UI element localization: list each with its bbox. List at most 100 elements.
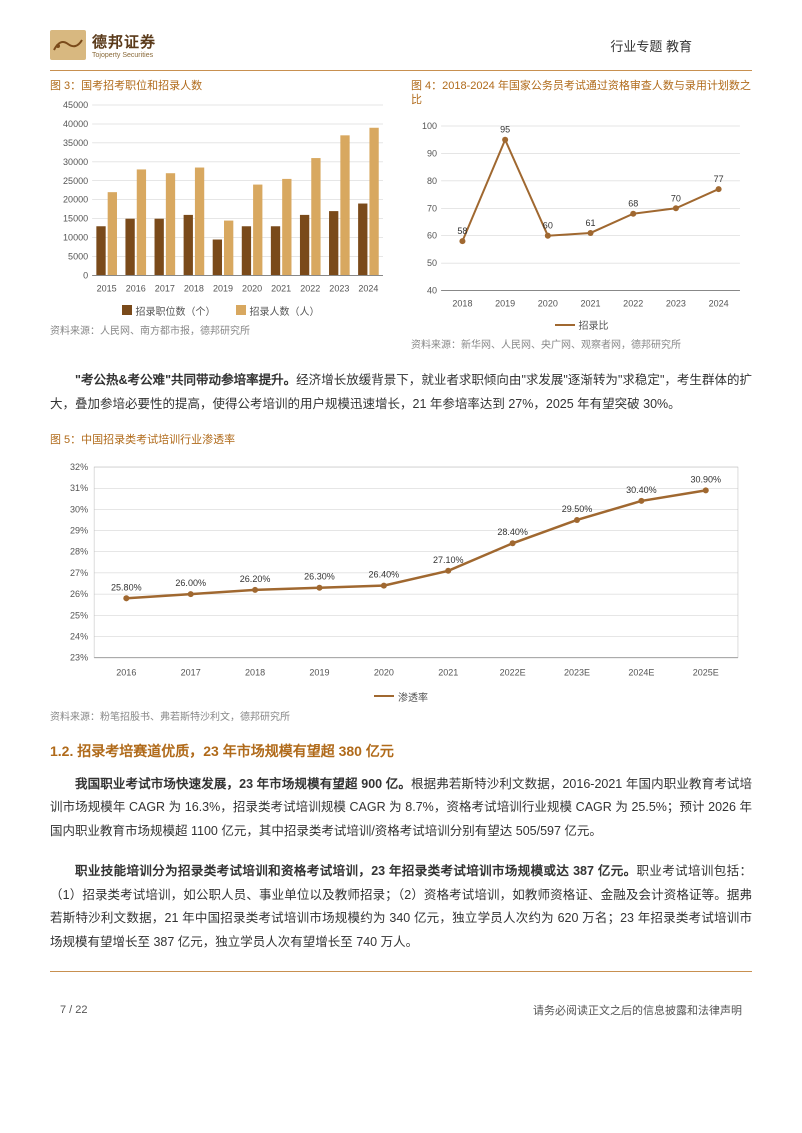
footer-divider bbox=[50, 971, 752, 972]
paragraph-2: 我国职业考试市场快速发展，23 年市场规模有望超 900 亿。根据弗若斯特沙利文… bbox=[50, 773, 752, 844]
svg-text:10000: 10000 bbox=[63, 233, 88, 243]
svg-text:2019: 2019 bbox=[213, 284, 233, 294]
svg-text:2017: 2017 bbox=[181, 668, 201, 678]
svg-text:0: 0 bbox=[83, 271, 88, 281]
fig5-title: 图 5：中国招录类考试培训行业渗透率 bbox=[50, 433, 752, 447]
svg-text:31%: 31% bbox=[70, 483, 88, 493]
svg-text:2018: 2018 bbox=[245, 668, 265, 678]
fig5-legend-label: 渗透率 bbox=[398, 689, 428, 704]
footer-disclaimer: 请务必阅读正文之后的信息披露和法律声明 bbox=[533, 1002, 742, 1018]
page-footer: 7 / 22 请务必阅读正文之后的信息披露和法律声明 bbox=[50, 1002, 752, 1018]
svg-text:70: 70 bbox=[427, 203, 437, 213]
svg-text:15000: 15000 bbox=[63, 214, 88, 224]
svg-text:5000: 5000 bbox=[68, 252, 88, 262]
svg-text:29.50%: 29.50% bbox=[562, 504, 593, 514]
svg-text:2016: 2016 bbox=[126, 284, 146, 294]
svg-text:60: 60 bbox=[427, 230, 437, 240]
paragraph-1: "考公热&考公难"共同带动参培率提升。经济增长放缓背景下，就业者求职倾向由"求发… bbox=[50, 369, 752, 417]
svg-text:28%: 28% bbox=[70, 547, 88, 557]
logo-text-en: Tojoperty Securities bbox=[92, 52, 156, 59]
logo-block: 德邦证券 Tojoperty Securities bbox=[50, 30, 156, 60]
svg-text:40000: 40000 bbox=[63, 119, 88, 129]
svg-text:61: 61 bbox=[586, 218, 596, 228]
svg-text:24%: 24% bbox=[70, 631, 88, 641]
svg-text:26.00%: 26.00% bbox=[175, 578, 206, 588]
fig3-title: 图 3：国考招考职位和招录人数 bbox=[50, 79, 391, 93]
svg-text:2020: 2020 bbox=[374, 668, 394, 678]
svg-text:2024: 2024 bbox=[358, 284, 378, 294]
svg-text:25000: 25000 bbox=[63, 176, 88, 186]
svg-text:60: 60 bbox=[543, 220, 553, 230]
svg-text:26%: 26% bbox=[70, 589, 88, 599]
svg-text:25%: 25% bbox=[70, 610, 88, 620]
svg-text:2025E: 2025E bbox=[693, 668, 719, 678]
svg-text:32%: 32% bbox=[70, 462, 88, 472]
svg-text:2024E: 2024E bbox=[628, 668, 654, 678]
svg-text:2021: 2021 bbox=[438, 668, 458, 678]
fig3-source: 资料来源：人民网、南方都市报，德邦研究所 bbox=[50, 322, 391, 337]
svg-text:50: 50 bbox=[427, 258, 437, 268]
section-heading: 1.2. 招录考培赛道优质，23 年市场规模有望超 380 亿元 bbox=[50, 741, 752, 761]
svg-text:68: 68 bbox=[628, 198, 638, 208]
svg-text:2023E: 2023E bbox=[564, 668, 590, 678]
svg-text:29%: 29% bbox=[70, 526, 88, 536]
svg-text:2016: 2016 bbox=[116, 668, 136, 678]
fig5-chart: 23% 24% 25% 26% 27% 28% 29% 30% 31% 32% 2016 2017 20… bbox=[50, 451, 752, 685]
svg-text:27%: 27% bbox=[70, 568, 88, 578]
fig4-source: 资料来源：新华网、人民网、央广网、观察者网，德邦研究所 bbox=[411, 336, 752, 351]
svg-text:95: 95 bbox=[500, 124, 510, 134]
svg-text:2018: 2018 bbox=[452, 298, 472, 308]
svg-text:2022: 2022 bbox=[300, 284, 320, 294]
fig5-source: 资料来源：粉笔招股书、弗若斯特沙利文，德邦研究所 bbox=[50, 708, 752, 723]
page-header: 德邦证券 Tojoperty Securities 行业专题 教育 bbox=[50, 30, 752, 60]
svg-text:28.40%: 28.40% bbox=[497, 527, 528, 537]
svg-text:26.30%: 26.30% bbox=[304, 572, 335, 582]
para3-bold: 职业技能培训分为招录类考试培训和资格考试培训，23 年招录类考试培训市场规模或达… bbox=[75, 864, 636, 878]
svg-text:2020: 2020 bbox=[242, 284, 262, 294]
svg-text:2015: 2015 bbox=[97, 284, 117, 294]
svg-text:40: 40 bbox=[427, 285, 437, 295]
svg-text:2019: 2019 bbox=[309, 668, 329, 678]
svg-text:23%: 23% bbox=[70, 653, 88, 663]
svg-text:2022E: 2022E bbox=[500, 668, 526, 678]
paragraph-3: 职业技能培训分为招录类考试培训和资格考试培训，23 年招录类考试培训市场规模或达… bbox=[50, 860, 752, 955]
svg-text:2023: 2023 bbox=[666, 298, 686, 308]
svg-text:70: 70 bbox=[671, 193, 681, 203]
svg-text:27.10%: 27.10% bbox=[433, 555, 464, 565]
logo-icon bbox=[50, 30, 86, 60]
svg-text:30%: 30% bbox=[70, 504, 88, 514]
svg-text:2024: 2024 bbox=[709, 298, 729, 308]
svg-text:30.90%: 30.90% bbox=[690, 474, 721, 484]
svg-text:26.40%: 26.40% bbox=[369, 570, 400, 580]
svg-text:2019: 2019 bbox=[495, 298, 515, 308]
svg-text:20000: 20000 bbox=[63, 195, 88, 205]
fig4-title: 图 4：2018-2024 年国家公务员考试通过资格审查人数与录用计划数之比 bbox=[411, 79, 752, 108]
svg-text:35000: 35000 bbox=[63, 138, 88, 148]
page-number: 7 / 22 bbox=[60, 1004, 88, 1016]
header-divider bbox=[50, 70, 752, 71]
svg-text:58: 58 bbox=[457, 226, 467, 236]
svg-text:26.20%: 26.20% bbox=[240, 574, 271, 584]
svg-text:90: 90 bbox=[427, 148, 437, 158]
svg-text:100: 100 bbox=[422, 121, 437, 131]
fig5-legend: 渗透率 bbox=[50, 689, 752, 704]
report-category: 行业专题 教育 bbox=[610, 36, 692, 55]
fig3-legend: 招录职位数（个）招录人数（人） bbox=[50, 303, 391, 318]
svg-text:2022: 2022 bbox=[623, 298, 643, 308]
fig4-legend-label: 招录比 bbox=[579, 317, 609, 332]
svg-text:2020: 2020 bbox=[538, 298, 558, 308]
svg-text:45000: 45000 bbox=[63, 100, 88, 110]
svg-text:30000: 30000 bbox=[63, 157, 88, 167]
svg-text:77: 77 bbox=[714, 174, 724, 184]
fig4-legend: 招录比 bbox=[411, 317, 752, 332]
svg-text:30.40%: 30.40% bbox=[626, 485, 657, 495]
svg-text:2018: 2018 bbox=[184, 284, 204, 294]
svg-text:25.80%: 25.80% bbox=[111, 582, 142, 592]
para1-bold: "考公热&考公难"共同带动参培率提升。 bbox=[75, 373, 296, 387]
svg-text:2017: 2017 bbox=[155, 284, 175, 294]
logo-text-cn: 德邦证券 bbox=[92, 31, 156, 52]
svg-text:2021: 2021 bbox=[580, 298, 600, 308]
svg-text:80: 80 bbox=[427, 175, 437, 185]
fig4-chart: 40 50 60 70 80 90 100 2018 2019 2020 2021 2022 2023 2… bbox=[411, 112, 752, 316]
para2-bold: 我国职业考试市场快速发展，23 年市场规模有望超 900 亿。 bbox=[75, 777, 411, 791]
